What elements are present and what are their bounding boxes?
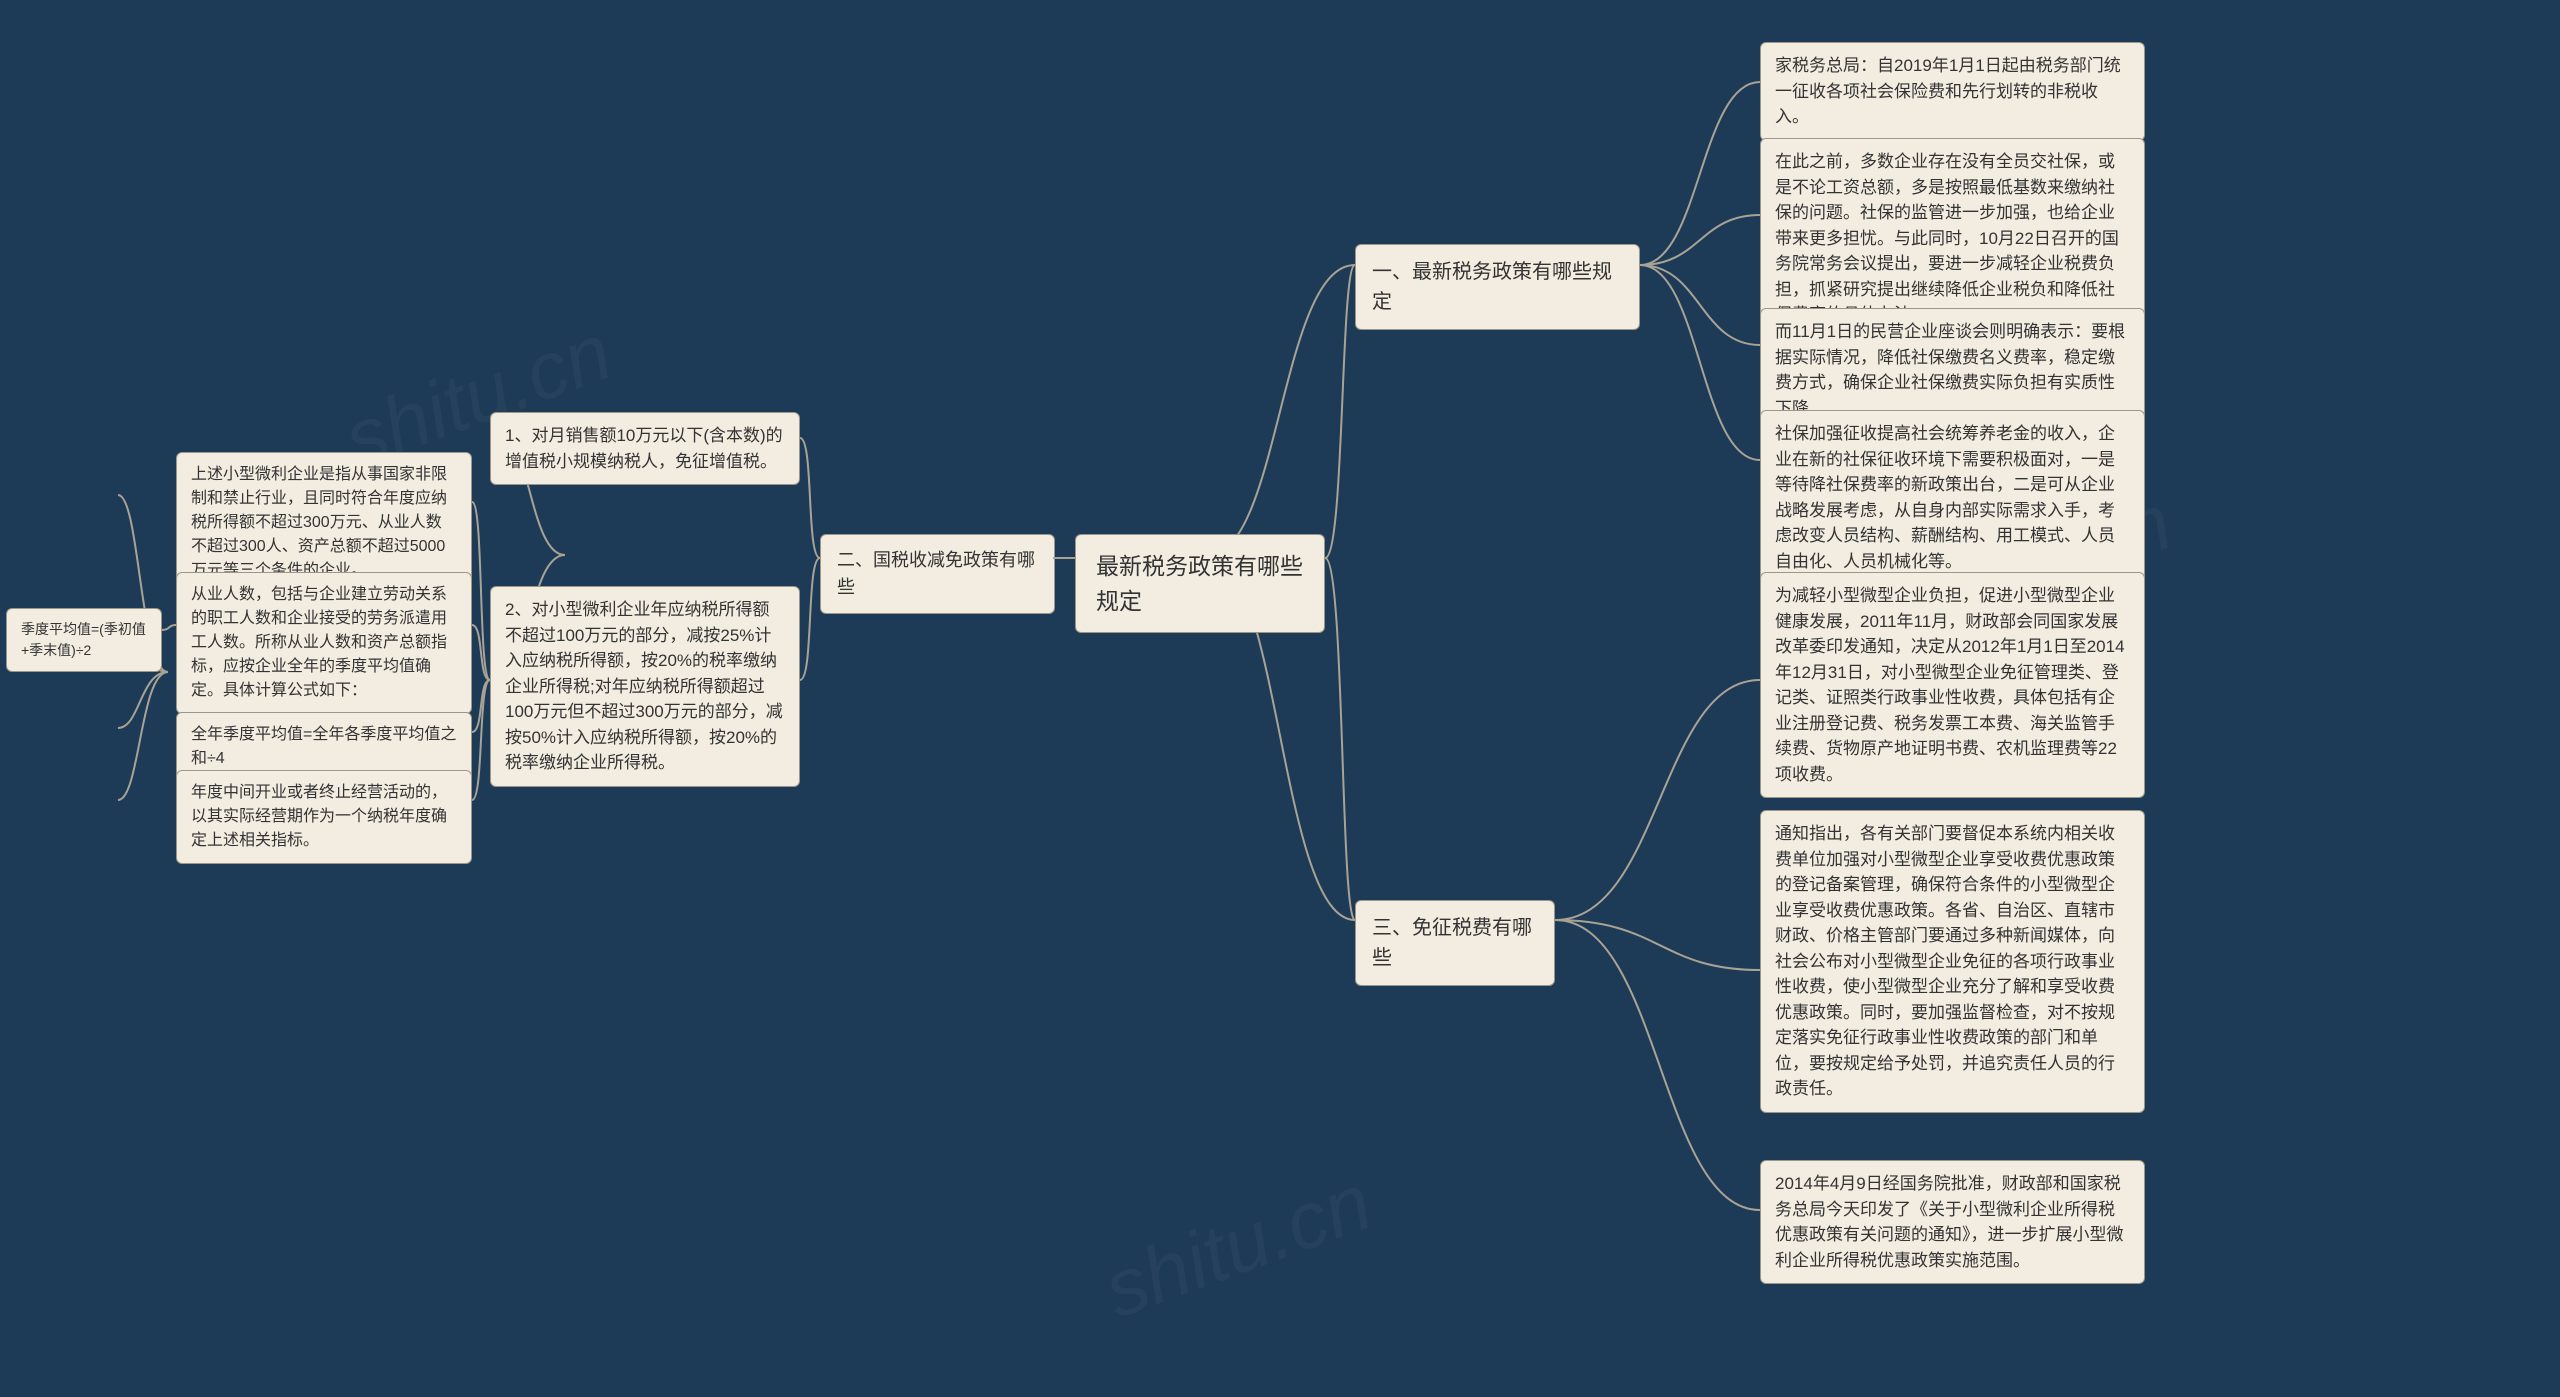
watermark: shitu.cn bbox=[1093, 1156, 1384, 1337]
branch-a: 一、最新税务政策有哪些规定 bbox=[1355, 244, 1640, 330]
left-l3-3: 年度中间开业或者终止经营活动的，以其实际经营期作为一个纳税年度确定上述相关指标。 bbox=[176, 770, 472, 864]
branch-a-leaf-0: 家税务总局：自2019年1月1日起由税务部门统一征收各项社会保险费和先行划转的非… bbox=[1760, 42, 2145, 141]
left-l4-formula: 季度平均值=(季初值+季末值)÷2 bbox=[6, 608, 162, 672]
branch-c-leaf-2: 2014年4月9日经国务院批准，财政部和国家税务总局今天印发了《关于小型微利企业… bbox=[1760, 1160, 2145, 1284]
branch-a-leaf-3: 社保加强征收提高社会统筹养老金的收入，企业在新的社保征收环境下需要积极面对，一是… bbox=[1760, 410, 2145, 585]
branch-c-leaf-1: 通知指出，各有关部门要督促本系统内相关收费单位加强对小型微型企业享受收费优惠政策… bbox=[1760, 810, 2145, 1113]
left-l3-1: 从业人数，包括与企业建立劳动关系的职工人数和企业接受的劳务派遣用工人数。所称从业… bbox=[176, 572, 472, 714]
left-l2-0: 1、对月销售额10万元以下(含本数)的增值税小规模纳税人，免征增值税。 bbox=[490, 412, 800, 485]
left-l2-1: 2、对小型微利企业年应纳税所得额不超过100万元的部分，减按25%计入应纳税所得… bbox=[490, 586, 800, 787]
mindmap-root: 最新税务政策有哪些规定 bbox=[1075, 534, 1325, 633]
branch-c: 三、免征税费有哪些 bbox=[1355, 900, 1555, 986]
left-branch: 二、国税收减免政策有哪些 bbox=[820, 534, 1055, 614]
branch-c-leaf-0: 为减轻小型微型企业负担，促进小型微型企业健康发展，2011年11月，财政部会同国… bbox=[1760, 572, 2145, 798]
